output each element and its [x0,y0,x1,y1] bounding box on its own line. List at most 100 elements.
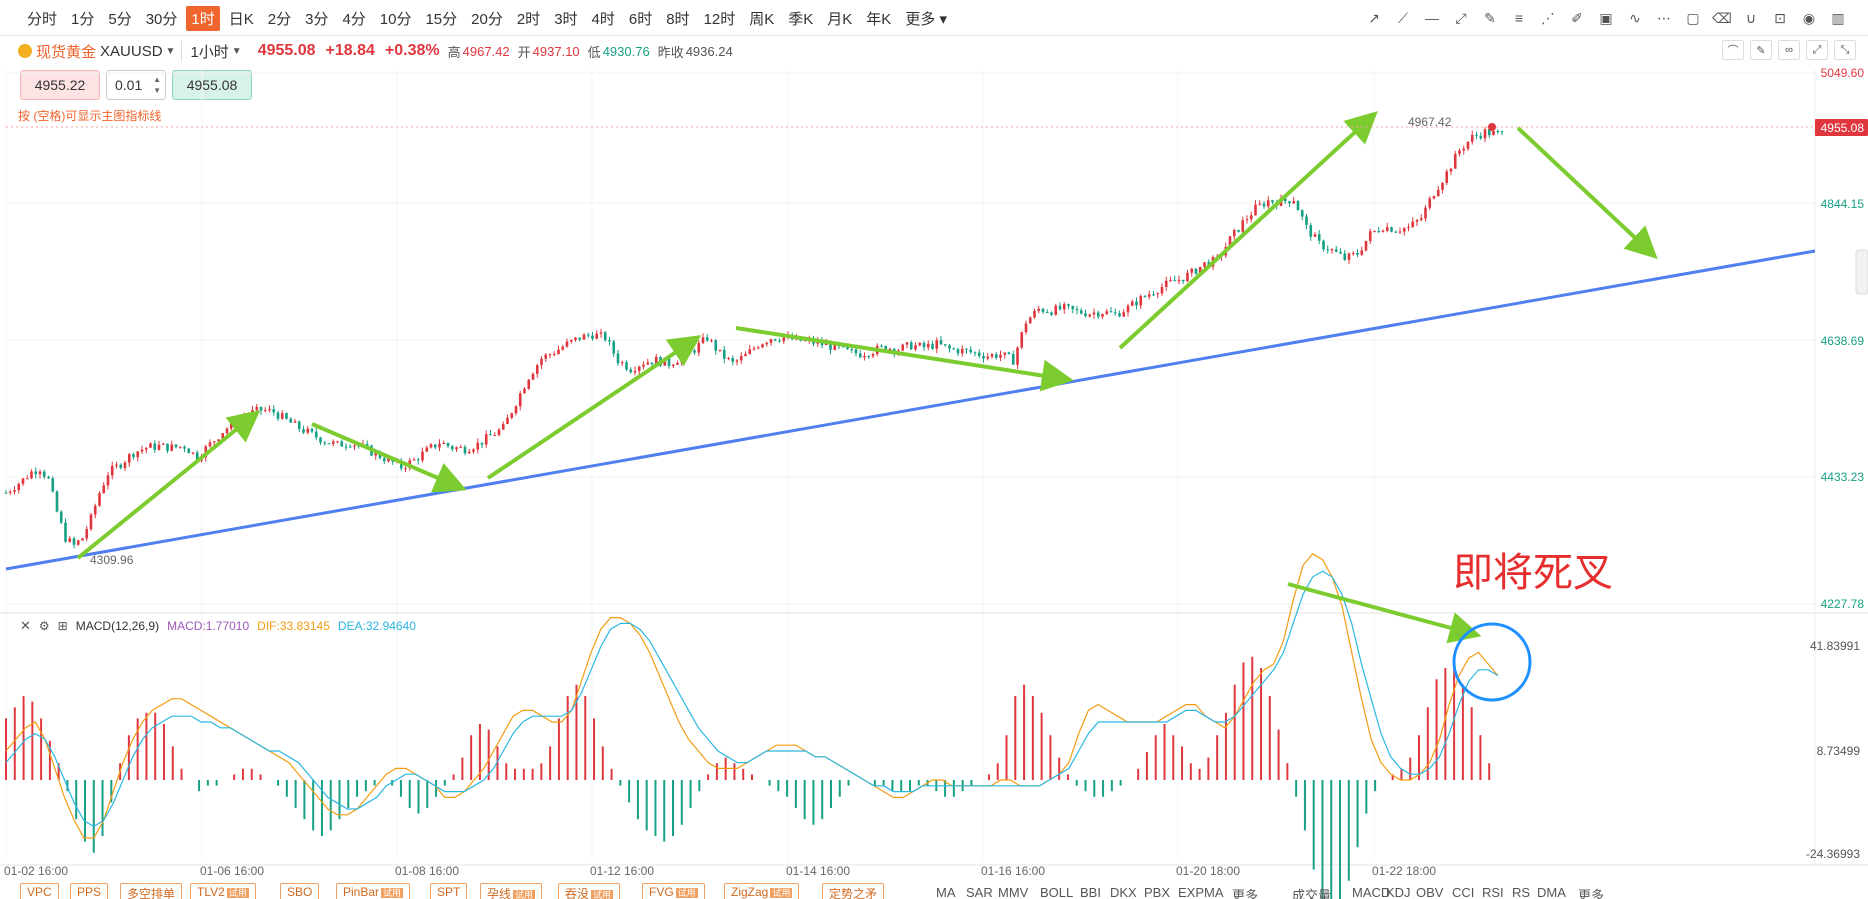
candle-body [285,413,288,419]
timeframe-select[interactable]: 1小时 [181,40,229,62]
image-icon[interactable]: ▣ [1599,9,1613,26]
period-0[interactable]: 分时 [27,10,58,28]
period-16[interactable]: 8时 [666,10,690,28]
ray-tool-icon[interactable]: ↗ [1368,9,1380,26]
eraser-icon[interactable]: ⌫ [1712,9,1732,26]
lock-icon[interactable]: ⊡ [1774,9,1786,26]
period-21[interactable]: 年K [866,10,892,28]
indicator-8[interactable]: 吞没 试用 [558,883,621,899]
symbol-name[interactable]: 现货黄金 [36,43,97,61]
indicator-4[interactable]: SBO [280,883,320,899]
sub-indicator-4[interactable]: CCI [1452,885,1475,899]
candle-body [1266,200,1270,207]
magnet-icon[interactable]: ∪ [1745,9,1757,26]
period-11[interactable]: 20分 [471,10,503,28]
fullscreen-icon[interactable]: ⤡ [1834,40,1856,60]
candle-body [501,424,505,430]
symbol-code[interactable]: XAUUSD [100,42,163,60]
channel-tool-icon[interactable]: ⤢ [1455,9,1467,26]
period-22[interactable]: 更多 ▾ [905,10,948,28]
candle-body [1007,352,1011,355]
candle-body [586,334,590,336]
period-6[interactable]: 2分 [267,10,292,28]
eye-icon[interactable]: ◉ [1802,9,1816,26]
overlay-indicator-3[interactable]: BOLL [1040,885,1074,899]
period-20[interactable]: 月K [827,10,853,28]
expand-icon[interactable]: ⤢ [1806,40,1828,60]
overlay-indicator-6[interactable]: PBX [1144,885,1171,899]
quantity-stepper[interactable]: 0.01 ▲ ▼ [106,70,166,100]
sub-indicator-0[interactable]: 成交量 [1292,888,1332,899]
chevron-down-icon[interactable]: ▼ [231,45,242,57]
stepper-arrows-icon[interactable]: ▲ ▼ [153,75,161,95]
buy-button[interactable]: 4955.08 [172,70,252,100]
indicator-7[interactable]: 孕线 试用 [480,883,543,899]
period-4[interactable]: 1时 [186,5,220,31]
horizontal-line-icon[interactable]: — [1425,10,1439,26]
edit-icon[interactable]: ✎ [1750,40,1772,60]
period-19[interactable]: 季K [788,10,814,28]
indicator-toggle-icon[interactable]: ⊞ [57,619,68,633]
overlay-indicator-1[interactable]: SAR [966,885,993,899]
line-style-icon[interactable]: ⌒ [1722,40,1744,60]
period-12[interactable]: 2时 [516,10,541,28]
indicator-9[interactable]: FVG 试用 [642,883,705,899]
overlay-indicator-0[interactable]: MA [936,885,956,899]
candle-body [467,451,471,454]
overlay-indicator-8[interactable]: 更多 [1232,888,1259,899]
candle-body [565,341,569,347]
chevron-down-icon[interactable]: ▼ [165,45,176,57]
candle-body [518,393,522,407]
indicator-2[interactable]: 多空排单 [120,883,183,899]
sub-indicator-6[interactable]: RS [1512,885,1531,899]
fib-tool-icon[interactable]: ≡ [1514,10,1524,26]
link-icon[interactable]: ∞ [1778,40,1800,60]
sub-indicator-5[interactable]: RSI [1482,885,1504,899]
period-2[interactable]: 5分 [108,10,132,28]
period-18[interactable]: 周K [749,10,775,28]
indicator-6[interactable]: SPT [430,883,468,899]
period-13[interactable]: 3时 [554,10,578,28]
indicator-0[interactable]: VPC [20,883,59,899]
candle-body [30,471,33,479]
note-icon[interactable]: ▢ [1686,9,1700,26]
pen-tool-icon[interactable]: ✎ [1484,9,1496,26]
period-8[interactable]: 4分 [342,10,366,28]
indicator-11[interactable]: 定势之矛 [822,883,885,899]
period-5[interactable]: 日K [228,10,254,28]
period-9[interactable]: 10分 [379,10,412,28]
period-15[interactable]: 6时 [628,10,653,28]
period-14[interactable]: 4时 [591,10,615,28]
candle-body [1194,268,1198,274]
period-3[interactable]: 30分 [145,10,178,28]
indicator-10[interactable]: ZigZag 试用 [724,883,800,899]
indicator-3[interactable]: TLV2 试用 [190,883,256,899]
overlay-indicator-7[interactable]: EXPMA [1178,885,1224,899]
sub-indicator-7[interactable]: DMA [1537,885,1566,899]
period-17[interactable]: 12时 [703,10,736,28]
period-10[interactable]: 15分 [425,10,458,28]
indicator-5[interactable]: PinBar 试用 [336,883,411,899]
candle-body [136,451,140,458]
quantity-value[interactable]: 0.01 [115,77,143,93]
overlay-indicator-4[interactable]: BBI [1080,885,1101,899]
more-tools-icon[interactable]: ⋯ [1657,9,1671,26]
wave-tool-icon[interactable]: ∿ [1629,9,1641,26]
sub-indicator-1[interactable]: MACD [1352,885,1391,899]
overlay-indicator-5[interactable]: DKX [1110,885,1137,899]
period-1[interactable]: 1分 [71,10,95,28]
trash-icon[interactable]: ▥ [1831,9,1845,26]
overlay-indicator-2[interactable]: MMV [998,885,1029,899]
sell-button[interactable]: 4955.22 [20,70,100,100]
close-icon[interactable]: ✕ [20,618,31,633]
trendline-tool-icon[interactable]: ⟋ [1398,9,1408,26]
indicator-1[interactable]: PPS [70,883,109,899]
fan-tool-icon[interactable]: ⋰ [1541,9,1555,26]
gear-icon[interactable]: ⚙ [38,619,50,633]
sub-indicator-2[interactable]: KDJ [1386,885,1411,899]
period-7[interactable]: 3分 [305,10,329,28]
brush-icon[interactable]: ✐ [1571,9,1583,26]
sub-indicator-8[interactable]: 更多 [1578,888,1605,899]
sub-indicator-3[interactable]: OBV [1416,885,1444,899]
